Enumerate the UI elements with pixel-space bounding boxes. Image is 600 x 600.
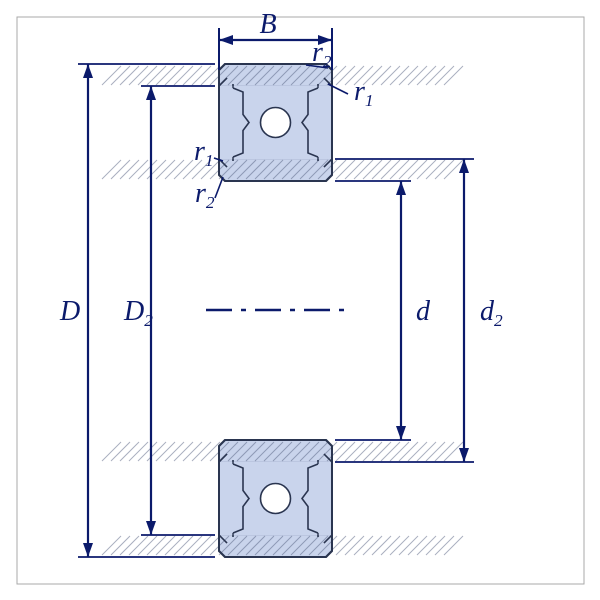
svg-text:D: D (59, 296, 80, 327)
bearing-cross-section-diagram: B D D2 d d2 r2 r1 r1 r2 (0, 0, 600, 600)
svg-text:r2: r2 (195, 178, 215, 212)
callout-r2-bottom (215, 177, 223, 198)
cross-section-bottom (102, 440, 463, 557)
svg-text:B: B (259, 9, 276, 40)
svg-text:d2: d2 (480, 296, 503, 330)
cross-section-top (102, 64, 463, 181)
dimension-d2 (335, 159, 474, 462)
svg-text:r1: r1 (194, 136, 214, 170)
svg-text:D2: D2 (123, 296, 153, 330)
dimension-d (335, 181, 411, 440)
svg-text:r1: r1 (354, 76, 374, 110)
svg-text:d: d (416, 296, 431, 327)
svg-text:r2: r2 (312, 37, 332, 71)
